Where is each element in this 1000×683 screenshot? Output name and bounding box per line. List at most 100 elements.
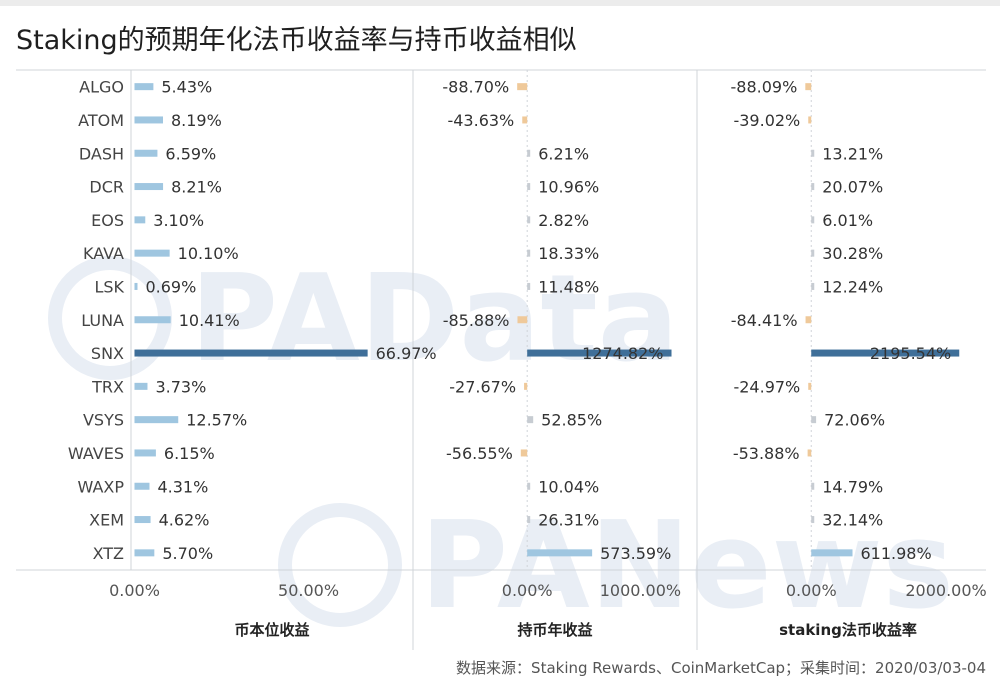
bar	[522, 116, 528, 124]
bar	[811, 282, 815, 290]
bar	[527, 416, 534, 424]
bar	[811, 216, 815, 224]
data-label: -85.88%	[443, 311, 510, 330]
bar	[134, 382, 148, 390]
bar	[134, 149, 158, 157]
data-label: 4.31%	[157, 477, 208, 496]
data-label: 8.21%	[171, 178, 222, 197]
bar	[134, 83, 154, 91]
bar	[517, 316, 528, 324]
data-label: 5.70%	[162, 544, 213, 563]
chart-title: Staking的预期年化法币收益率与持币收益相似	[16, 25, 577, 56]
bar	[527, 549, 593, 557]
category-label: LSK	[94, 277, 124, 296]
category-label: WAXP	[78, 477, 125, 496]
category-label: ATOM	[78, 111, 124, 130]
data-label: 10.96%	[538, 178, 599, 197]
bar	[527, 516, 531, 524]
category-label: DASH	[79, 144, 124, 163]
watermark-text: PANews	[420, 497, 954, 636]
data-label: 6.01%	[822, 211, 873, 230]
bar	[811, 549, 853, 557]
category-label: EOS	[91, 211, 124, 230]
category-label: VSYS	[83, 411, 124, 430]
data-label: 11.48%	[538, 277, 599, 296]
bar	[527, 149, 531, 157]
bar	[134, 449, 156, 457]
data-label: -84.41%	[731, 311, 798, 330]
value-labels: 5.43% 8.19% 6.59% 8.21% 3.10% 10.10% 0.69% 10.4…	[145, 78, 951, 563]
category-labels: ALGO ATOM DASH DCR EOS KAVA LSK LUNA SNX TRX VSYS W…	[68, 78, 125, 563]
bar	[805, 83, 812, 91]
data-label: -43.63%	[447, 111, 514, 130]
bar	[134, 416, 179, 424]
data-label: 0.69%	[145, 277, 196, 296]
data-label: 5.43%	[161, 78, 212, 97]
bar	[807, 449, 812, 457]
data-label: 30.28%	[822, 244, 883, 263]
bar	[811, 149, 815, 157]
data-label: -88.09%	[731, 78, 798, 97]
category-label: XEM	[89, 511, 124, 530]
bar	[805, 316, 812, 324]
x-tick-label: 50.00%	[278, 581, 339, 600]
x-tick-label: 1000.00%	[600, 581, 681, 600]
data-label: 6.21%	[538, 144, 589, 163]
bar	[527, 349, 672, 357]
data-label: -24.97%	[733, 377, 800, 396]
data-label: 72.06%	[824, 411, 885, 430]
panel-axis-title: 币本位收益	[234, 621, 309, 639]
bar	[134, 349, 368, 357]
watermark-layer: PAData PANews	[48, 250, 954, 636]
data-label: 12.57%	[186, 411, 247, 430]
panel-axis-title: 持币年收益	[517, 621, 592, 639]
bar	[808, 382, 812, 390]
data-label: 1274.82%	[582, 344, 663, 363]
bar	[134, 116, 163, 124]
x-tick-label: 0.00%	[502, 581, 553, 600]
data-label: 12.24%	[822, 277, 883, 296]
axis-labels: 0.00% 50.00% 币本位收益 0.00% 1000.00% 持币年收益 0.00% 2…	[109, 581, 987, 639]
bar	[134, 516, 151, 524]
bar	[134, 282, 138, 290]
data-label: -27.67%	[449, 377, 516, 396]
bar	[520, 449, 528, 457]
top-rule	[0, 0, 1000, 6]
data-label: 3.10%	[153, 211, 204, 230]
category-label: XTZ	[93, 544, 124, 563]
data-label: 13.21%	[822, 144, 883, 163]
data-label: 611.98%	[861, 544, 932, 563]
data-label: 2.82%	[538, 211, 589, 230]
category-label: DCR	[89, 178, 124, 197]
bar	[134, 183, 164, 191]
data-label: 20.07%	[822, 178, 883, 197]
bar	[811, 249, 815, 257]
watermark-text: PAData	[190, 250, 679, 389]
bar	[811, 183, 815, 191]
watermark-logo-icon	[278, 503, 402, 627]
bar	[811, 482, 815, 490]
data-label: 14.79%	[822, 477, 883, 496]
source-note: 数据来源：Staking Rewards、CoinMarketCap；采集时间：…	[456, 659, 986, 677]
data-label: 10.04%	[538, 477, 599, 496]
bar	[524, 382, 528, 390]
category-label: TRX	[91, 377, 124, 396]
panel-axis-title: staking法币收益率	[779, 621, 917, 639]
bar	[811, 416, 817, 424]
x-tick-label: 0.00%	[786, 581, 837, 600]
data-label: 10.10%	[178, 244, 239, 263]
data-label: 8.19%	[171, 111, 222, 130]
data-label: 18.33%	[538, 244, 599, 263]
bar	[811, 516, 815, 524]
data-label: 52.85%	[541, 411, 602, 430]
data-label: -56.55%	[446, 444, 513, 463]
bar	[527, 249, 531, 257]
x-tick-label: 0.00%	[109, 581, 160, 600]
data-label: 4.62%	[159, 511, 210, 530]
bar	[527, 216, 531, 224]
bar	[134, 549, 155, 557]
category-label: ALGO	[79, 78, 124, 97]
data-label: 6.59%	[165, 144, 216, 163]
bar	[134, 482, 150, 490]
